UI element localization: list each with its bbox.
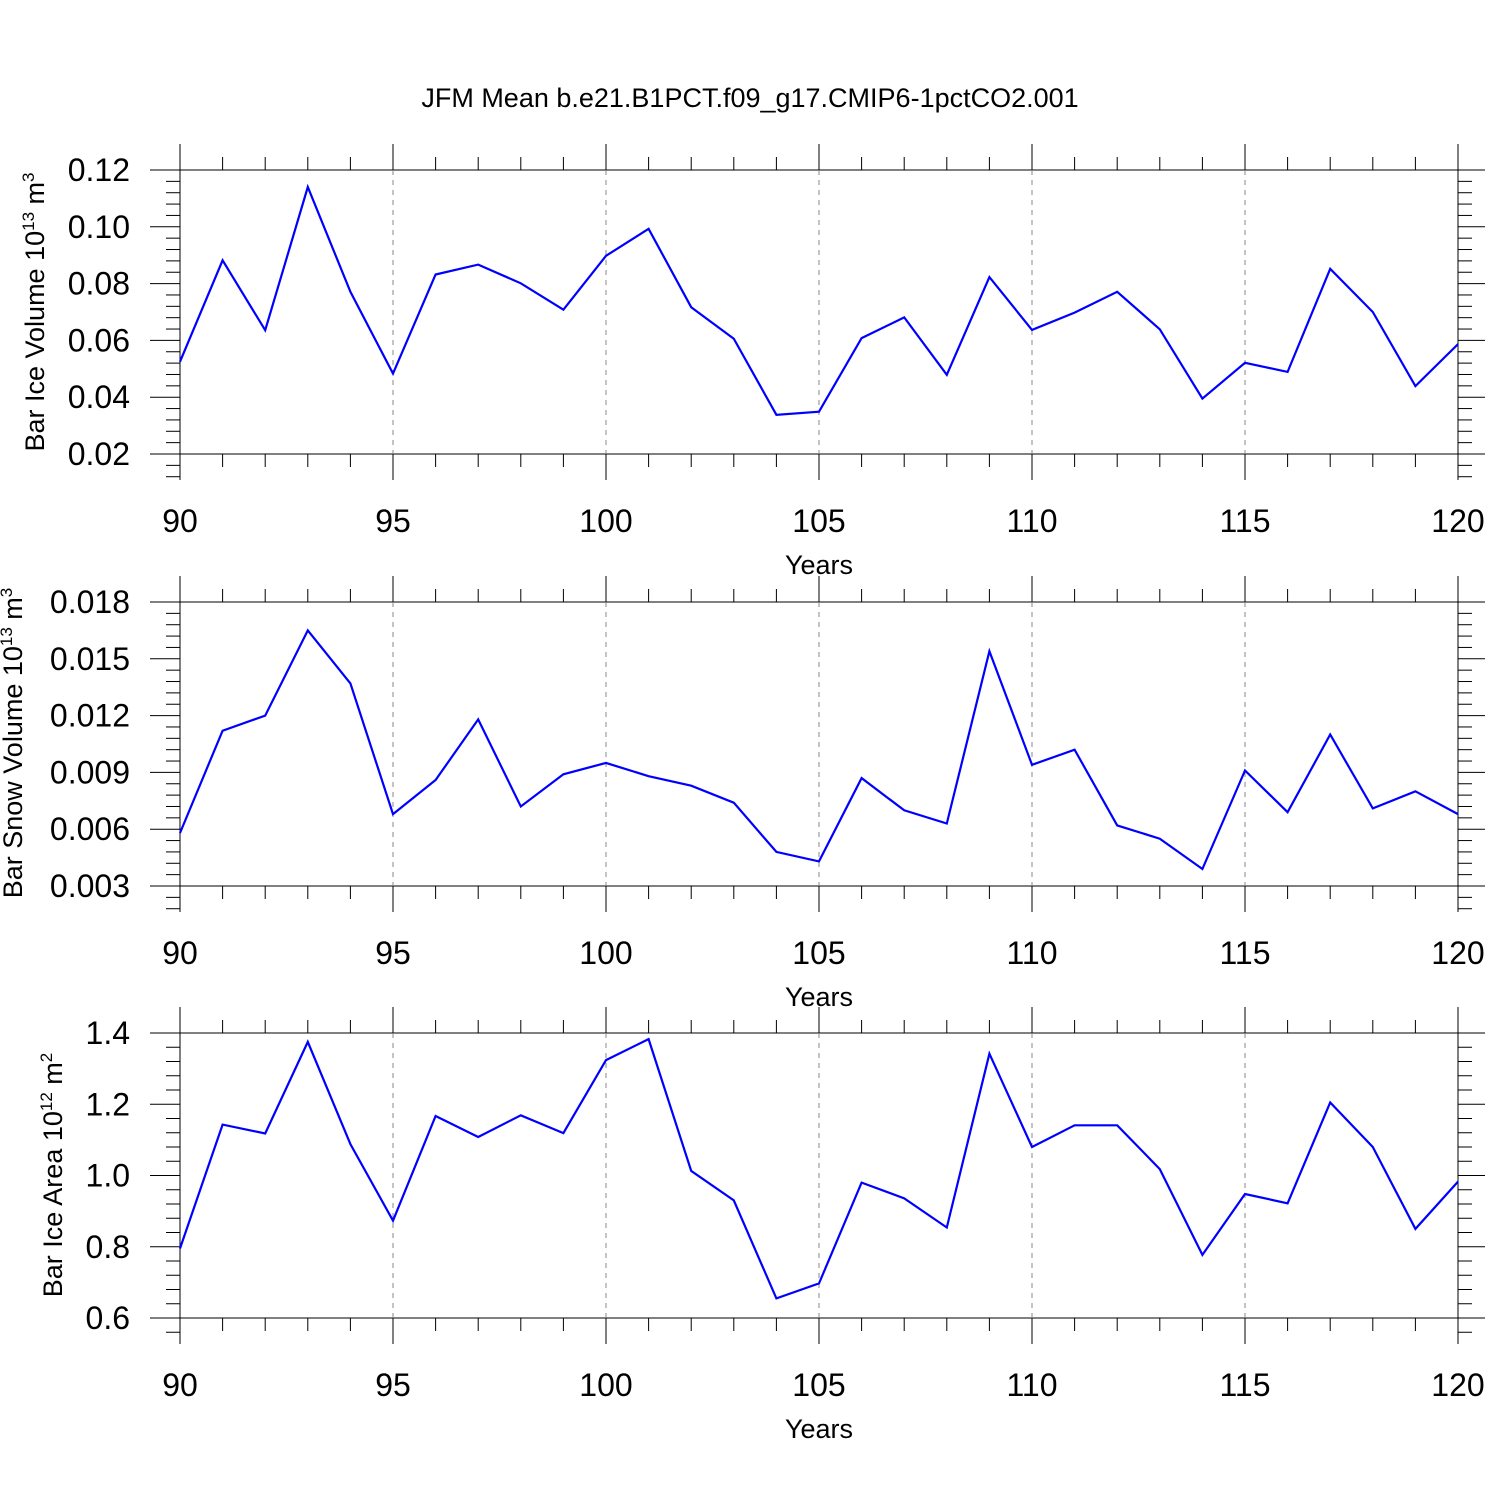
x-tick-label: 115 xyxy=(1219,503,1270,539)
x-tick-label: 120 xyxy=(1431,503,1484,539)
x-tick-label: 100 xyxy=(579,1367,632,1403)
y-tick-label: 1.4 xyxy=(86,1015,130,1051)
y-tick-label: 0.009 xyxy=(50,754,130,790)
series-line xyxy=(178,183,1459,416)
y-tick-label: 0.015 xyxy=(50,641,130,677)
y-tick-label: 0.8 xyxy=(86,1229,130,1265)
figure-title: JFM Mean b.e21.B1PCT.f09_g17.CMIP6-1pctC… xyxy=(421,83,1078,113)
y-tick-label: 0.6 xyxy=(86,1300,130,1336)
x-tick-label: 120 xyxy=(1431,935,1484,971)
y-tick-label: 0.08 xyxy=(68,266,130,302)
y-tick-label: 0.12 xyxy=(68,152,130,188)
x-tick-label: 95 xyxy=(375,503,411,539)
x-tick-label: 90 xyxy=(162,503,198,539)
x-tick-label: 90 xyxy=(162,935,198,971)
y-tick-label: 0.06 xyxy=(68,322,130,358)
y-tick-label: 0.006 xyxy=(50,811,130,847)
panel-1: 0.02 0.04 0.06 0.08 0.10 0.12 90 95 100 105 110 115… xyxy=(19,144,1485,580)
x-tick-label: 110 xyxy=(1006,503,1057,539)
y-tick-label: 0.012 xyxy=(50,698,130,734)
x-tick-label: 100 xyxy=(579,503,632,539)
panel-2: 0.003 0.006 0.009 0.012 0.015 0.018 90 95 100 105… xyxy=(0,576,1485,1012)
x-tick-label: 105 xyxy=(792,503,845,539)
x-tick-label: 110 xyxy=(1006,1367,1057,1403)
y-tick-label: 0.10 xyxy=(68,209,130,245)
x-tick-label: 105 xyxy=(792,1367,845,1403)
x-axis-label: Years xyxy=(785,550,853,580)
x-axis-label: Years xyxy=(785,1414,853,1444)
y-tick-label: 0.04 xyxy=(68,379,130,415)
x-tick-label: 115 xyxy=(1219,1367,1270,1403)
x-tick-label: 90 xyxy=(162,1367,198,1403)
x-tick-label: 120 xyxy=(1431,1367,1484,1403)
series-line xyxy=(178,1037,1459,1300)
panels: 0.02 0.04 0.06 0.08 0.10 0.12 90 95 100 105 110 115… xyxy=(0,144,1485,1444)
x-tick-label: 95 xyxy=(375,1367,411,1403)
y-tick-label: 0.018 xyxy=(50,584,130,620)
y-tick-label: 0.02 xyxy=(68,436,130,472)
x-tick-label: 100 xyxy=(579,935,632,971)
x-tick-label: 105 xyxy=(792,935,845,971)
panel-3: 0.6 0.8 1.0 1.2 1.4 90 95 100 105 110 115 120 Years B… xyxy=(37,1007,1485,1444)
y-axis-label: Bar Ice Area 1012 m2 xyxy=(37,1053,68,1298)
y-axis-label: Bar Snow Volume 1013 m3 xyxy=(0,588,28,899)
x-tick-label: 110 xyxy=(1006,935,1057,971)
y-tick-label: 0.003 xyxy=(50,868,130,904)
y-tick-label: 1.0 xyxy=(86,1158,130,1194)
x-tick-label: 115 xyxy=(1219,935,1270,971)
y-axis-label: Bar Ice Volume 1013 m3 xyxy=(19,172,50,451)
x-tick-label: 95 xyxy=(375,935,411,971)
y-tick-label: 1.2 xyxy=(86,1086,130,1122)
